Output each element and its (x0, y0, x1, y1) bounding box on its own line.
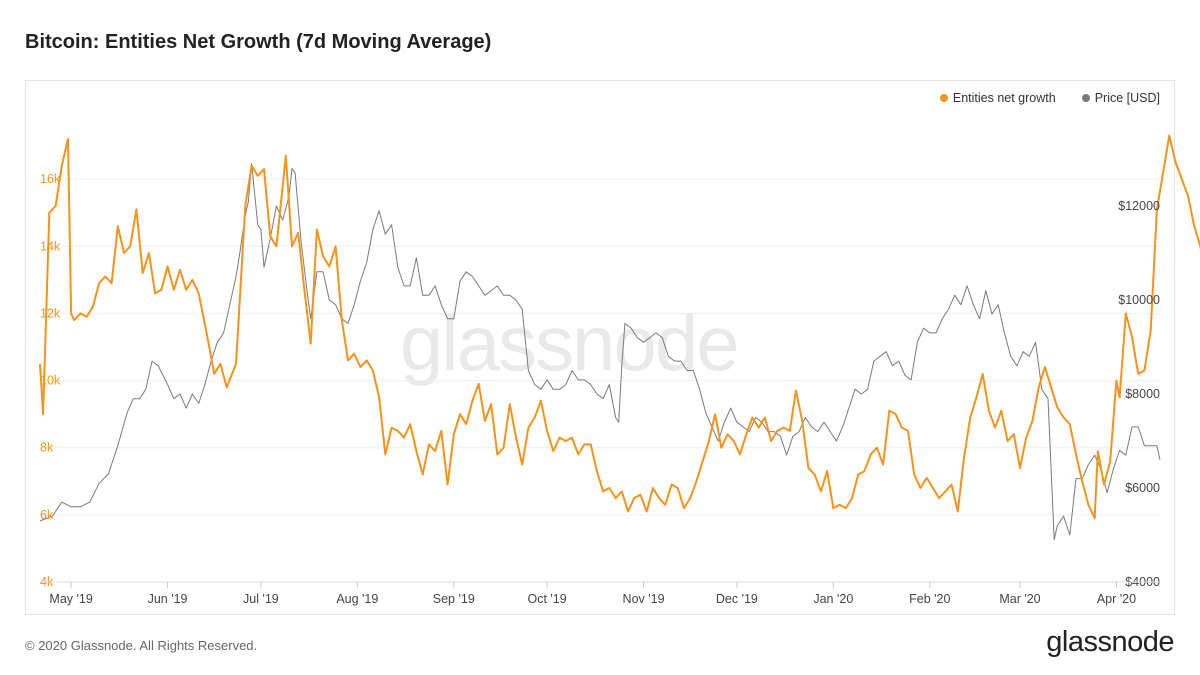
legend-growth-label: Entities net growth (953, 91, 1056, 105)
x-tick-label: Nov '19 (623, 592, 665, 606)
right-tick-label: $10000 (1118, 293, 1160, 307)
left-tick-label: 14k (40, 239, 61, 253)
right-tick-label: $8000 (1125, 387, 1160, 401)
left-tick-label: 12k (40, 306, 61, 320)
x-tick-label: Dec '19 (716, 592, 758, 606)
brand-logo[interactable]: glassnode (1046, 626, 1174, 659)
series-line-entities-growth (40, 136, 1200, 519)
x-tick-label: Jan '20 (813, 592, 853, 606)
x-tick-label: Aug '19 (336, 592, 378, 606)
legend: Entities net growth Price [USD] (940, 91, 1160, 105)
left-tick-label: 16k (40, 172, 61, 186)
legend-item-price[interactable]: Price [USD] (1082, 91, 1160, 105)
x-axis-ticks: May '19 Jun '19 Jul '19 Aug '19 Sep '19 Oct '… (40, 582, 1160, 606)
legend-growth-swatch (940, 94, 948, 102)
x-tick-label: Jul '19 (243, 592, 279, 606)
left-tick-label: 8k (40, 441, 54, 455)
x-tick-label: Oct '19 (528, 592, 567, 606)
legend-price-label: Price [USD] (1095, 91, 1160, 105)
x-tick-label: Sep '19 (433, 592, 475, 606)
right-tick-label: $12000 (1118, 199, 1160, 213)
x-tick-label: May '19 (49, 592, 92, 606)
growth-series-layer (40, 136, 1200, 519)
x-tick-label: Mar '20 (999, 592, 1040, 606)
left-tick-label: 10k (40, 374, 61, 388)
x-tick-label: Jun '19 (148, 592, 188, 606)
copyright-text: © 2020 Glassnode. All Rights Reserved. (25, 638, 257, 653)
right-tick-label: $6000 (1125, 481, 1160, 495)
legend-price-swatch (1082, 94, 1090, 102)
legend-item-growth[interactable]: Entities net growth (940, 91, 1056, 105)
x-tick-label: Apr '20 (1097, 592, 1136, 606)
left-tick-label: 6k (40, 508, 54, 522)
gridlines (40, 179, 1160, 582)
x-tick-label: Feb '20 (909, 592, 950, 606)
